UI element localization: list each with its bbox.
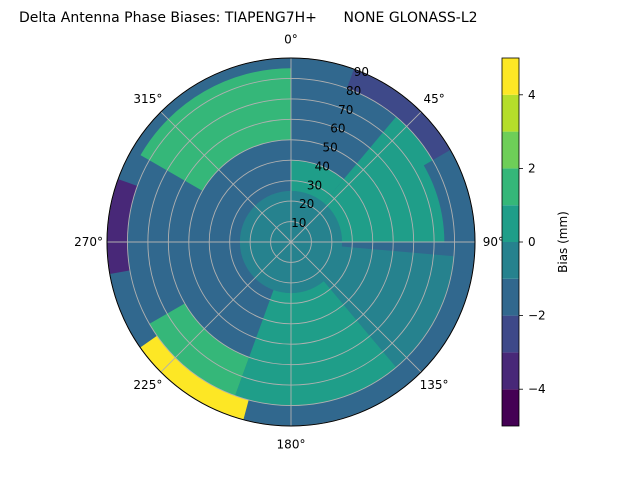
colorbar: −4 −2 0 2 4 Bias (mm) bbox=[501, 57, 570, 427]
azimuth-tick-label: 180° bbox=[277, 437, 306, 451]
colorbar-band bbox=[502, 205, 519, 242]
colorbar-tick-label: 2 bbox=[528, 161, 536, 175]
colorbar-band bbox=[502, 58, 519, 95]
colorbar-tick-label: −2 bbox=[528, 309, 546, 323]
colorbar-ticks: −4 −2 0 2 4 bbox=[519, 88, 546, 396]
azimuth-tick-label: 45° bbox=[423, 92, 444, 106]
contour-region bbox=[291, 116, 455, 242]
azimuth-grid-line bbox=[290, 111, 422, 243]
colorbar-bands bbox=[502, 58, 519, 426]
azimuth-tick-labels: 0° 45° 90° 135° 180° 225° 270° 315° bbox=[74, 33, 504, 452]
radial-tick-label: 30 bbox=[307, 178, 322, 192]
colorbar-tick-label: −4 bbox=[528, 382, 546, 396]
colorbar-band bbox=[502, 352, 519, 390]
colorbar-band bbox=[502, 389, 519, 426]
radial-tick-label: 70 bbox=[338, 103, 353, 117]
radial-tick-label: 50 bbox=[322, 141, 337, 155]
azimuth-tick-label: 135° bbox=[420, 378, 449, 392]
colorbar-band bbox=[502, 168, 519, 206]
colorbar-band bbox=[502, 315, 519, 353]
colorbar-band bbox=[502, 278, 519, 316]
contour-region bbox=[291, 242, 454, 368]
polar-plot-area: 10 20 30 40 50 60 70 80 90 0° 45° 90° 135° 180° 225° 2… bbox=[74, 33, 504, 452]
azimuth-tick-label: 0° bbox=[284, 33, 298, 47]
colorbar-label: Bias (mm) bbox=[556, 211, 570, 273]
colorbar-tick-label: 0 bbox=[528, 235, 536, 249]
azimuth-grid-line bbox=[290, 241, 422, 373]
azimuth-grid-line bbox=[160, 111, 292, 243]
colorbar-band bbox=[502, 131, 519, 169]
contour-region bbox=[140, 68, 291, 191]
contour-region bbox=[140, 335, 249, 420]
polar-outline bbox=[106, 57, 476, 427]
contour-region bbox=[346, 69, 451, 161]
azimuth-tick-label: 270° bbox=[74, 235, 103, 249]
radial-tick-label: 20 bbox=[299, 197, 314, 211]
colorbar-tick-label: 4 bbox=[528, 88, 536, 102]
radial-tick-label: 40 bbox=[315, 159, 330, 173]
azimuth-grid bbox=[107, 58, 475, 426]
colorbar-band bbox=[502, 242, 519, 279]
contour-region bbox=[235, 273, 397, 406]
radial-tick-labels: 10 20 30 40 50 60 70 80 90 bbox=[291, 65, 369, 230]
contour-region bbox=[423, 150, 475, 274]
contour-region bbox=[107, 179, 138, 274]
contour-region bbox=[149, 303, 250, 396]
radial-tick-label: 10 bbox=[291, 216, 306, 230]
colorbar-band bbox=[502, 94, 519, 132]
azimuth-tick-label: 315° bbox=[133, 92, 162, 106]
radial-tick-label: 60 bbox=[330, 122, 345, 136]
radial-tick-label: 80 bbox=[346, 84, 361, 98]
azimuth-grid-line bbox=[160, 241, 292, 373]
radial-tick-label: 90 bbox=[354, 65, 369, 79]
azimuth-tick-label: 225° bbox=[133, 378, 162, 392]
azimuth-tick-label: 90° bbox=[483, 235, 504, 249]
chart-title: Delta Antenna Phase Biases: TIAPENG7H+ N… bbox=[19, 10, 478, 26]
